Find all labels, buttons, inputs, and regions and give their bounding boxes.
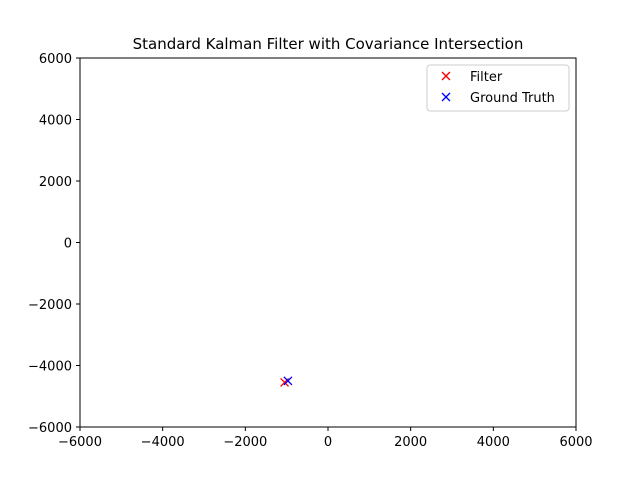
- y-tick-label: 0: [64, 237, 72, 252]
- y-tick-label: −6000: [28, 421, 72, 436]
- x-tick-label: −4000: [141, 435, 185, 450]
- ground-truth-point: [283, 376, 293, 386]
- y-tick-label: 6000: [39, 52, 72, 67]
- legend: Filter Ground Truth: [426, 64, 570, 112]
- x-tick-label: −6000: [58, 435, 102, 450]
- legend-box: [426, 64, 570, 112]
- y-tick-label: 2000: [39, 175, 72, 190]
- legend-label-filter: Filter: [470, 70, 503, 85]
- legend-label-ground-truth: Ground Truth: [470, 91, 555, 106]
- x-tick-label: 6000: [559, 435, 592, 450]
- chart-title: Standard Kalman Filter with Covariance I…: [133, 35, 524, 53]
- plot-area: [79, 57, 577, 428]
- y-axis: −6000 −4000 −2000 0 2000 4000 6000: [28, 52, 80, 436]
- x-axis: −6000 −4000 −2000 0 2000 4000 6000: [58, 427, 593, 450]
- y-tick-label: −2000: [28, 298, 72, 313]
- x-tick-label: 2000: [394, 435, 427, 450]
- y-tick-label: 4000: [39, 114, 72, 129]
- x-tick-label: −2000: [223, 435, 267, 450]
- legend-marker-ground-truth: [441, 92, 451, 102]
- y-tick-label: −4000: [28, 360, 72, 375]
- legend-marker-filter: [441, 71, 451, 81]
- x-tick-label: 0: [324, 435, 332, 450]
- data-markers: [280, 376, 293, 387]
- x-tick-label: 4000: [477, 435, 510, 450]
